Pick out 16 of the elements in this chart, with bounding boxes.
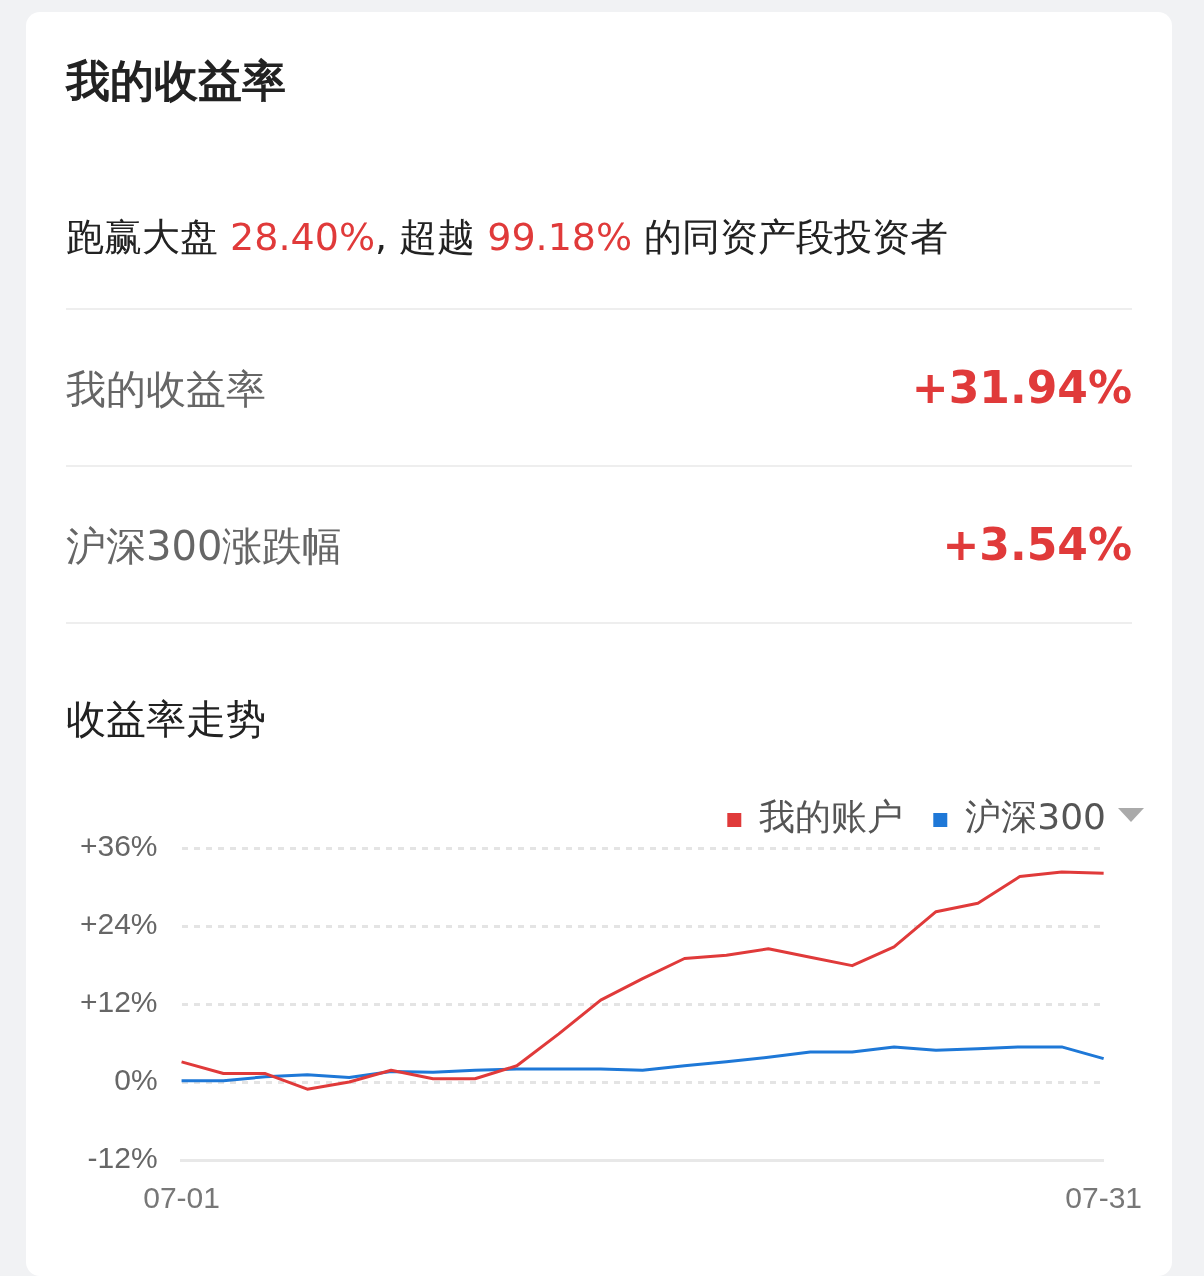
text: 我的收益率 (66, 366, 266, 412)
y-tick-label: +36% (79, 829, 158, 863)
x-tick-label: 07-01 (143, 1181, 220, 1215)
y-tick-label: 0% (114, 1063, 158, 1097)
y-tick-label: +12% (79, 985, 158, 1019)
y-tick-label: -12% (87, 1141, 158, 1175)
text: +31.94% (911, 362, 1132, 413)
y-tick-label: +24% (79, 907, 158, 941)
legend-label: 我的账户 (759, 796, 904, 838)
chart-title: 我的收益率 (66, 54, 286, 108)
chart-subtitle: 跑赢大盘 28.40%, 超越 99.18% 的同资产段投资者 (66, 215, 949, 259)
text: +3.54% (942, 519, 1132, 570)
text: 收益率走势 (66, 695, 266, 744)
text: 沪深300涨跌幅 (66, 523, 343, 569)
legend-label: 沪深300 (965, 796, 1107, 838)
x-tick-label: 07-31 (1065, 1181, 1142, 1215)
